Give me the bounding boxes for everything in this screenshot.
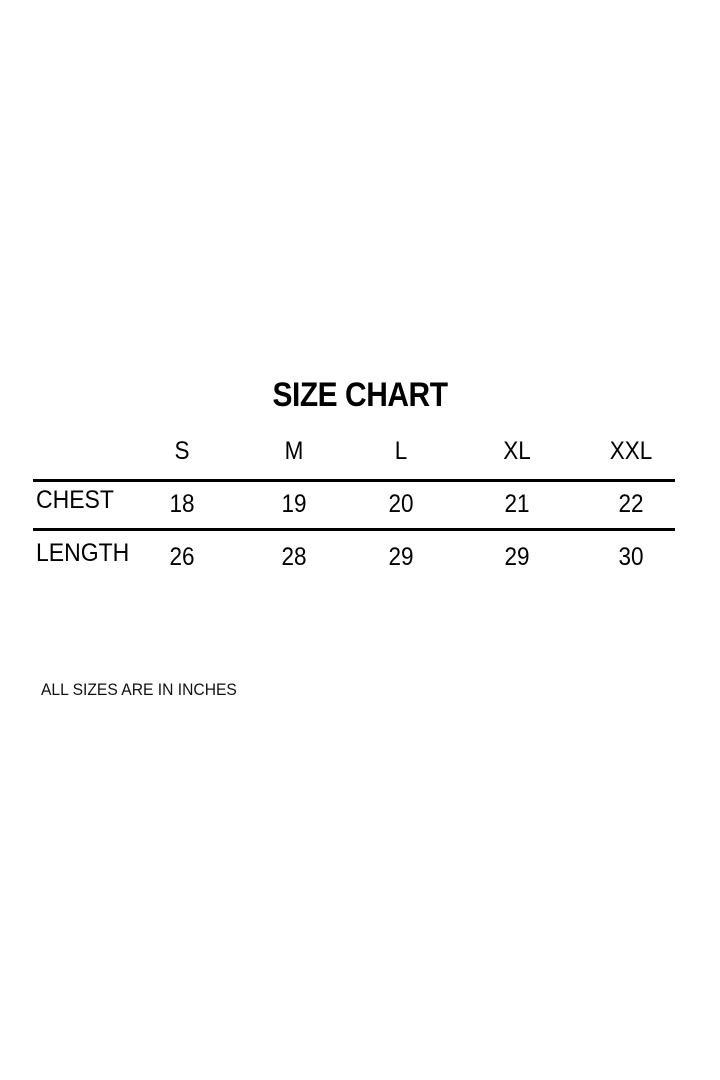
units-note: ALL SIZES ARE IN INCHES [41, 680, 237, 699]
cell-length-xl: 29 [504, 543, 530, 571]
cell-length-m: 28 [281, 543, 307, 571]
cell-length-s: 26 [169, 543, 195, 571]
row-label-length: LENGTH [36, 539, 130, 567]
cell-chest-xxl: 22 [618, 490, 644, 518]
column-header-s: S [174, 437, 190, 465]
chart-title: SIZE CHART [272, 376, 448, 414]
column-header-xl: XL [503, 437, 531, 465]
cell-chest-m: 19 [281, 490, 307, 518]
cell-chest-xl: 21 [504, 490, 530, 518]
column-header-m: M [284, 437, 304, 465]
cell-length-l: 29 [388, 543, 414, 571]
header-divider [33, 479, 675, 482]
cell-chest-l: 20 [388, 490, 414, 518]
cell-chest-s: 18 [169, 490, 195, 518]
row-divider [33, 528, 675, 531]
column-header-xxl: XXL [609, 437, 653, 465]
cell-length-xxl: 30 [618, 543, 644, 571]
row-label-chest: CHEST [36, 486, 114, 514]
column-header-l: L [394, 437, 408, 465]
